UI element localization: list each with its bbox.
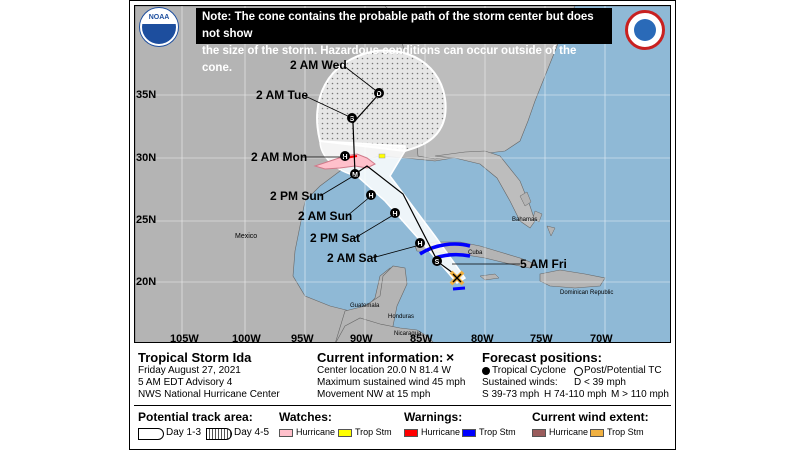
forecast-heading: Forecast positions: (482, 350, 602, 365)
track-area-heading: Potential track area: (138, 410, 253, 424)
symbol-s: S (435, 259, 440, 266)
land-hispaniola (539, 269, 606, 289)
place-dominican-republic: Dominican Republic (560, 290, 614, 296)
note-line-1: Note: The cone contains the probable pat… (202, 11, 594, 40)
lon-80w: 80W (471, 333, 494, 345)
trop-storm-warning-caymans (452, 286, 466, 291)
day45-swatch-icon (206, 428, 232, 440)
wind-h: H 74-110 mph (544, 389, 607, 400)
place-bahamas: Bahamas (512, 217, 538, 223)
forecast-point-2am-mon: H (340, 151, 350, 161)
land-central-america (335, 317, 434, 342)
post-tc-label: Post/Potential TC (584, 365, 662, 376)
land-florida (434, 150, 536, 229)
lon-85w: 85W (410, 333, 433, 345)
label-2pm-sat: 2 PM Sat (310, 231, 361, 245)
symbol-s: S (350, 116, 355, 123)
label-2am-mon: 2 AM Mon (251, 150, 308, 164)
hurricane-watch-label: Hurricane (296, 427, 336, 437)
noaa-logo: NOAA (140, 8, 178, 46)
current-wind: Maximum sustained wind 45 mph (317, 377, 466, 388)
lon-105w: 105W (170, 333, 199, 345)
tc-dot-icon (482, 367, 490, 375)
lon-75w: 75W (530, 333, 553, 345)
forecast-point-5am-fri: S (432, 256, 442, 266)
map-panel (134, 5, 671, 343)
current-marker-icon: × (446, 349, 455, 365)
lat-25n: 25N (136, 214, 157, 226)
storm-center: NWS National Hurricane Center (138, 389, 280, 400)
current-heading: Current information: (317, 350, 444, 365)
symbol-h: H (392, 211, 397, 218)
trop-watch-swatch (338, 429, 352, 437)
land-bahamas (519, 191, 556, 237)
lat-35n: 35N (136, 89, 157, 101)
trop-storm-watch-coast (378, 153, 386, 159)
day13-swatch-icon (138, 428, 164, 440)
hurricane-watch-coast (313, 153, 376, 170)
hurricane-warning-swatch (404, 429, 418, 437)
symbol-h: H (417, 241, 422, 248)
label-leaders (302, 65, 520, 265)
noaa-logo-text: NOAA (148, 14, 170, 21)
storm-date: Friday August 27, 2021 (138, 365, 241, 376)
wind-extent-heading: Current wind extent: (532, 410, 649, 424)
legend-panel: Tropical Storm Ida Friday August 27, 202… (134, 347, 671, 445)
sustained-label: Sustained winds: (482, 377, 558, 388)
wind-m: M > 110 mph (611, 389, 669, 400)
label-2am-wed: 2 AM Wed (290, 58, 347, 72)
storm-advisory: 5 AM EDT Advisory 4 (138, 377, 233, 388)
wind-d: D < 39 mph (574, 377, 626, 388)
place-nicaragua: Nicaragua (394, 331, 422, 337)
lat-30n: 30N (136, 152, 157, 164)
symbol-h: H (342, 154, 347, 161)
hurricane-watch-swatch (279, 429, 293, 437)
storm-name: Tropical Storm Ida (138, 350, 252, 365)
lon-100w: 100W (232, 333, 261, 345)
current-location: Center location 20.0 N 81.4 W (317, 365, 451, 376)
lon-90w: 90W (350, 333, 373, 345)
cone-day-4-5 (316, 49, 447, 153)
label-2pm-sun: 2 PM Sun (270, 189, 325, 203)
hurricane-extent-label: Hurricane (549, 427, 589, 437)
current-movement: Movement NW at 15 mph (317, 389, 431, 400)
legend-divider (134, 405, 671, 406)
cone-note: Note: The cone contains the probable pat… (196, 8, 612, 74)
symbol-m: M (352, 172, 358, 179)
current-position-marker (449, 270, 465, 286)
note-line-2: the size of the storm. Hazardous conditi… (202, 45, 577, 74)
forecast-point-2am-sat: H (415, 238, 425, 248)
day13-label: Day 1-3 (166, 427, 202, 438)
trop-extent-swatch (590, 429, 604, 437)
warnings-heading: Warnings: (404, 410, 463, 424)
label-2am-sun: 2 AM Sun (298, 209, 353, 223)
map-canvas (135, 6, 670, 342)
lat-20n: 20N (136, 276, 157, 288)
day45-label: Day 4-5 (234, 427, 270, 438)
place-honduras: Honduras (388, 314, 415, 320)
label-5am-fri: 5 AM Fri (520, 257, 567, 271)
post-tc-circle-icon (574, 367, 583, 376)
tc-label: Tropical Cyclone (492, 365, 567, 376)
place-cuba: Cuba (468, 250, 483, 256)
trop-extent-label: Trop Stm (607, 427, 644, 437)
label-2am-sat: 2 AM Sat (327, 251, 378, 265)
hurricane-warning-label: Hurricane (421, 427, 461, 437)
trop-watch-label: Trop Stm (355, 427, 392, 437)
trop-warning-label: Trop Stm (479, 427, 516, 437)
lon-95w: 95W (291, 333, 314, 345)
hurricane-extent-swatch (532, 429, 546, 437)
graticule (135, 6, 670, 342)
place-guatemala: Guatemala (350, 303, 380, 309)
lon-70w: 70W (590, 333, 613, 345)
trop-warning-swatch (462, 429, 476, 437)
symbol-d: D (376, 91, 381, 98)
label-2am-tue: 2 AM Tue (256, 88, 309, 102)
place-mexico: Mexico (235, 233, 258, 240)
wind-s: S 39-73 mph (482, 389, 540, 400)
watches-heading: Watches: (279, 410, 332, 424)
nws-logo (625, 10, 665, 50)
